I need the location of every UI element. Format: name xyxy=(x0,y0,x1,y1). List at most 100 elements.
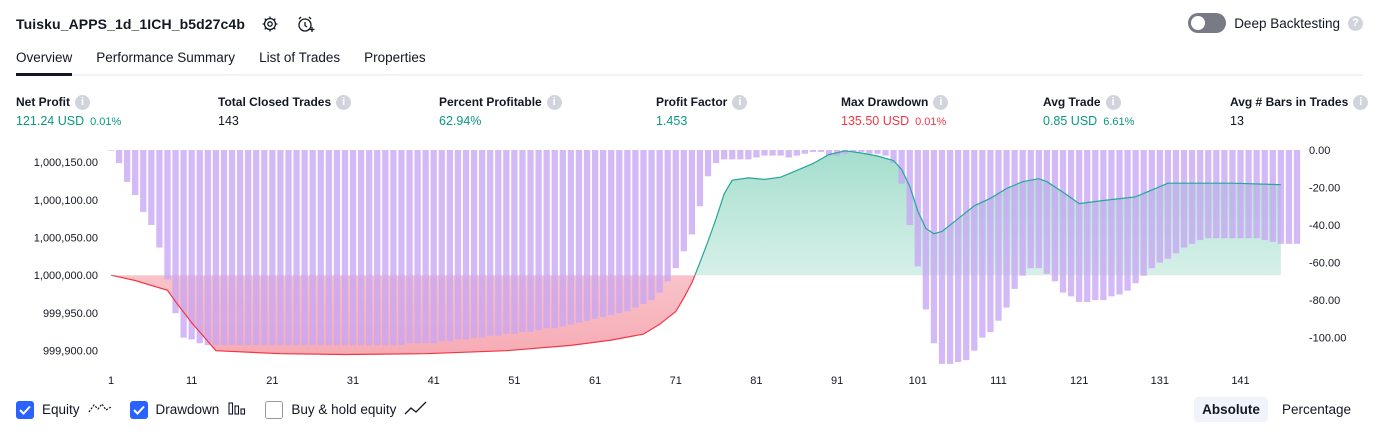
drawdown-bar xyxy=(196,150,203,344)
drawdown-bar xyxy=(301,150,308,346)
drawdown-bar xyxy=(1213,150,1220,239)
toggle-knob xyxy=(1191,16,1206,30)
drawdown-bar xyxy=(882,150,889,156)
y-right-tick-label: -80.00 xyxy=(1309,295,1340,307)
drawdown-bar xyxy=(1164,150,1172,259)
metric-value: 1.453 xyxy=(656,114,688,128)
drawdown-bar xyxy=(220,150,228,346)
metric-max-drawdown: Max Drawdown i 135.50 USD 0.01% xyxy=(841,94,949,128)
buy-hold-checkbox[interactable] xyxy=(265,400,284,419)
metric-label: Max Drawdown xyxy=(841,95,929,109)
info-icon[interactable]: i xyxy=(933,94,949,110)
gear-icon[interactable] xyxy=(259,13,281,35)
drawdown-bar xyxy=(228,150,236,346)
drawdown-bar xyxy=(608,150,615,316)
tab-overview[interactable]: Overview xyxy=(16,42,73,76)
drawdown-bar xyxy=(753,150,760,158)
drawdown-bar xyxy=(793,150,800,156)
drawdown-bar xyxy=(1084,150,1091,302)
drawdown-bar xyxy=(1293,150,1301,244)
drawdown-bar xyxy=(591,150,599,319)
info-icon[interactable]: i xyxy=(546,94,562,110)
buy-hold-line-icon xyxy=(404,400,428,419)
metric-percent: 0.01% xyxy=(90,116,122,128)
legend-equity[interactable]: Equity xyxy=(16,400,112,419)
x-tick-label: 21 xyxy=(266,375,278,387)
tab-performance-summary[interactable]: Performance Summary xyxy=(96,50,236,65)
metric-value: 135.50 USD xyxy=(841,114,910,128)
absolute-button[interactable]: Absolute xyxy=(1194,397,1268,422)
drawdown-bar xyxy=(1261,150,1268,241)
drawdown-bar xyxy=(398,150,405,346)
drawdown-bar xyxy=(349,150,357,346)
drawdown-bar xyxy=(850,150,857,152)
drawdown-bar xyxy=(559,150,566,327)
drawdown-bar xyxy=(1237,150,1244,239)
drawdown-bar xyxy=(600,150,607,317)
tab-list-of-trades[interactable]: List of Trades xyxy=(259,50,341,65)
metric-percent: 0.01% xyxy=(915,116,947,128)
equity-line-icon xyxy=(88,400,112,419)
drawdown-bars xyxy=(107,150,1301,364)
drawdown-bar xyxy=(188,150,195,340)
info-icon[interactable]: i xyxy=(336,94,352,110)
drawdown-bar xyxy=(1051,150,1059,282)
drawdown-bar xyxy=(1253,150,1260,239)
equity-line-layer xyxy=(110,150,1281,356)
legend-drawdown[interactable]: Drawdown xyxy=(129,400,248,419)
drawdown-bar xyxy=(1285,150,1293,244)
info-icon[interactable]: i xyxy=(1353,94,1369,110)
y-left-tick-label: 1,000,050.00 xyxy=(34,233,98,245)
metric-value: 13 xyxy=(1230,114,1244,128)
x-tick-label: 61 xyxy=(589,375,601,387)
question-icon[interactable]: ? xyxy=(1348,15,1363,31)
drawdown-bar xyxy=(874,150,881,154)
equity-drawdown-chart[interactable]: 1,000,150.00 1,000,100.00 1,000,050.00 1,00… xyxy=(0,140,1379,395)
drawdown-bar xyxy=(721,150,728,160)
drawdown-bar xyxy=(567,150,575,325)
legend-buy-hold[interactable]: Buy & hold equity xyxy=(265,400,428,419)
drawdown-bar xyxy=(478,150,486,338)
drawdown-bar xyxy=(801,150,808,154)
y-right-tick-label: 0.00 xyxy=(1309,145,1330,157)
info-icon[interactable]: i xyxy=(1105,94,1121,110)
y-right-tick-label: -20.00 xyxy=(1309,183,1340,195)
drawdown-bar xyxy=(1043,150,1051,274)
x-tick-label: 131 xyxy=(1151,375,1169,387)
drawdown-bar xyxy=(914,150,921,267)
metric-value: 62.94% xyxy=(439,114,482,128)
drawdown-bar xyxy=(963,150,970,361)
equity-checkbox[interactable] xyxy=(16,400,34,419)
drawdown-bar xyxy=(1140,150,1147,276)
x-tick-label: 81 xyxy=(750,375,762,387)
drawdown-bar xyxy=(858,150,865,152)
metric-total-closed-trades: Total Closed Trades i 143 xyxy=(218,94,352,128)
legend-equity-label: Equity xyxy=(42,402,80,417)
drawdown-bar xyxy=(938,150,946,364)
y-right-tick-label: -100.00 xyxy=(1309,333,1346,345)
drawdown-bar xyxy=(503,150,510,334)
info-icon[interactable]: i xyxy=(732,94,748,110)
drawdown-checkbox[interactable] xyxy=(129,400,148,419)
x-axis: 1 11 21 31 41 51 61 71 81 91 101 111 121 131 141 xyxy=(108,375,1250,387)
drawdown-bar xyxy=(1221,150,1228,239)
metric-label: Total Closed Trades xyxy=(218,95,332,109)
metric-avg-trade: Avg Trade i 0.85 USD 6.61% xyxy=(1043,94,1134,128)
x-tick-label: 51 xyxy=(508,375,520,387)
drawdown-bar xyxy=(1124,150,1131,291)
drawdown-bar xyxy=(1245,150,1252,239)
drawdown-bar xyxy=(172,150,179,314)
drawdown-bar xyxy=(487,150,494,336)
add-alert-clock-icon[interactable] xyxy=(295,13,317,35)
x-tick-label: 11 xyxy=(186,375,197,387)
deep-backtesting-toggle[interactable] xyxy=(1188,13,1227,33)
drawdown-bar xyxy=(535,150,542,331)
drawdown-bar xyxy=(930,150,938,344)
tab-properties[interactable]: Properties xyxy=(364,50,426,65)
percentage-button[interactable]: Percentage xyxy=(1281,402,1351,417)
info-icon[interactable]: i xyxy=(75,94,90,110)
drawdown-bars-icon xyxy=(227,400,247,419)
drawdown-bar xyxy=(309,150,316,346)
drawdown-bar xyxy=(1229,150,1236,239)
drawdown-bar xyxy=(285,150,292,346)
